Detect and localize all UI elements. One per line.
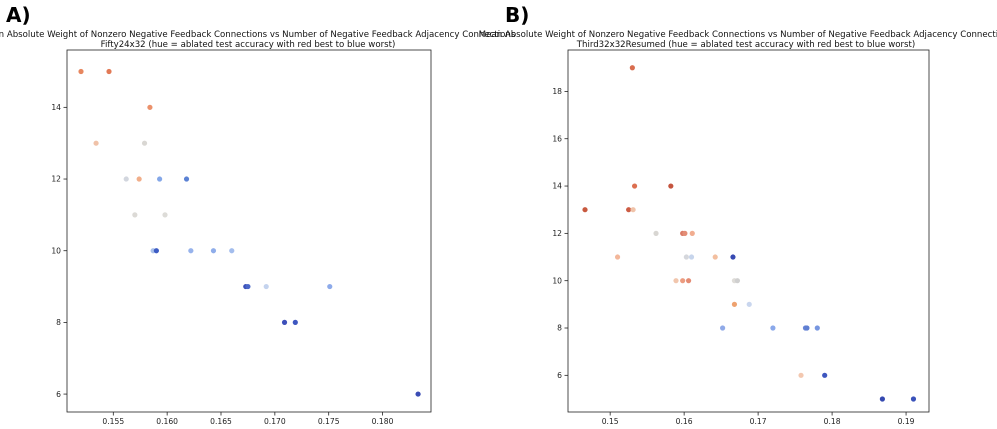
chart-b-point (653, 230, 659, 236)
chart-b-point (673, 278, 679, 284)
chart-a-xtick-label: 0.180 (372, 417, 394, 426)
chart-b-xtick-label: 0.18 (824, 417, 841, 426)
chart-a-xtick-label: 0.160 (156, 417, 178, 426)
chart-b-point (879, 396, 885, 402)
chart-b-point (814, 325, 820, 331)
chart-b-plot: 0.15 0.16 0.17 0.18 0.19 6 8 10 12 14 16 18 (552, 49, 930, 426)
panel-label-b: B) (505, 3, 530, 27)
chart-b-point (668, 183, 674, 189)
chart-b-xtick-label: 0.17 (750, 417, 767, 426)
chart-a-point (210, 248, 217, 254)
chart-a-point (136, 176, 142, 182)
chart-b-point (910, 396, 917, 402)
chart-b-ytick-label: 18 (552, 87, 562, 96)
chart-b-point (731, 301, 738, 307)
panel-label-a: A) (6, 3, 31, 27)
chart-a-ytick-label: 14 (51, 103, 61, 112)
chart-b-frame (567, 49, 930, 413)
chart-b-point (689, 230, 695, 236)
chart-b-point (614, 254, 621, 260)
chart-b-ytick-label: 6 (557, 371, 562, 380)
chart-b-point (712, 254, 718, 260)
chart-a-point (153, 248, 159, 254)
chart-b-title: Mean Absolute Weight of Nonzero Negative… (479, 30, 997, 40)
chart-a-point (162, 212, 168, 218)
chart-a-ytick-label: 12 (51, 175, 61, 184)
chart-b-ytick-label: 10 (552, 276, 562, 285)
chart-b-ytick-label: 16 (552, 134, 562, 143)
chart-a-point (147, 104, 153, 110)
chart-b-point (683, 254, 689, 260)
chart-a-point (141, 140, 148, 146)
chart-b-point (629, 65, 635, 71)
chart-a-point (327, 283, 333, 290)
chart-a-xtick-label: 0.175 (318, 417, 340, 426)
chart-a-point (132, 212, 138, 218)
chart-a-point (292, 319, 298, 325)
chart-a-plot: 0.155 0.160 0.165 0.170 0.175 0.180 6 8 10 12 14 (51, 49, 432, 426)
chart-b-xtick-label: 0.19 (898, 417, 915, 426)
chart-a-point (93, 140, 99, 146)
chart-a-point (188, 248, 194, 254)
chart-b-subtitle: Third32x32Resumed (hue = ablated test ac… (576, 40, 915, 50)
chart-a-xtick-label: 0.165 (210, 417, 232, 426)
chart-b-ytick-label: 8 (557, 324, 562, 333)
chart-b-point (582, 207, 588, 213)
chart-b-point (804, 325, 810, 331)
chart-b-point (770, 325, 776, 331)
chart-a-title: Mean Absolute Weight of Nonzero Negative… (0, 30, 516, 40)
chart-a-point (229, 248, 235, 254)
chart-b-ytick-label: 14 (552, 182, 562, 191)
chart-a-point (123, 176, 129, 182)
chart-a-point (245, 283, 251, 290)
chart-a-subtitle: Fifty24x32 (hue = ablated test accuracy … (101, 40, 396, 50)
chart-a-point (78, 68, 84, 75)
chart-b-ytick-label: 12 (552, 229, 562, 238)
chart-a-point (157, 176, 163, 182)
chart-b-point (720, 325, 726, 331)
chart-b-point (685, 278, 692, 284)
chart-b-point (734, 278, 741, 284)
chart-b-point (688, 254, 695, 260)
chart-b-xtick-label: 0.16 (676, 417, 693, 426)
chart-b-point (746, 301, 752, 307)
chart-b-xtick-label: 0.15 (602, 417, 619, 426)
chart-b-point (682, 230, 688, 236)
chart-a-point (415, 391, 421, 397)
chart-b-point (680, 278, 686, 284)
chart-b-point (822, 372, 828, 378)
chart-b-point (798, 372, 804, 378)
chart-a-point (183, 176, 190, 182)
chart-a-xtick-label: 0.170 (264, 417, 286, 426)
chart-a-point (106, 68, 112, 75)
chart-b-point (626, 207, 632, 213)
chart-b-point (630, 207, 636, 213)
chart-a-ytick-label: 6 (56, 390, 61, 399)
chart-a-ytick-label: 8 (56, 318, 61, 327)
chart-a-ytick-label: 10 (51, 246, 61, 255)
chart-b-point (631, 183, 638, 189)
chart-a-point (263, 283, 269, 290)
chart-a-point (281, 319, 288, 325)
chart-b-point (730, 254, 736, 260)
chart-a-xtick-label: 0.155 (102, 417, 124, 426)
chart-a-frame (66, 49, 432, 413)
